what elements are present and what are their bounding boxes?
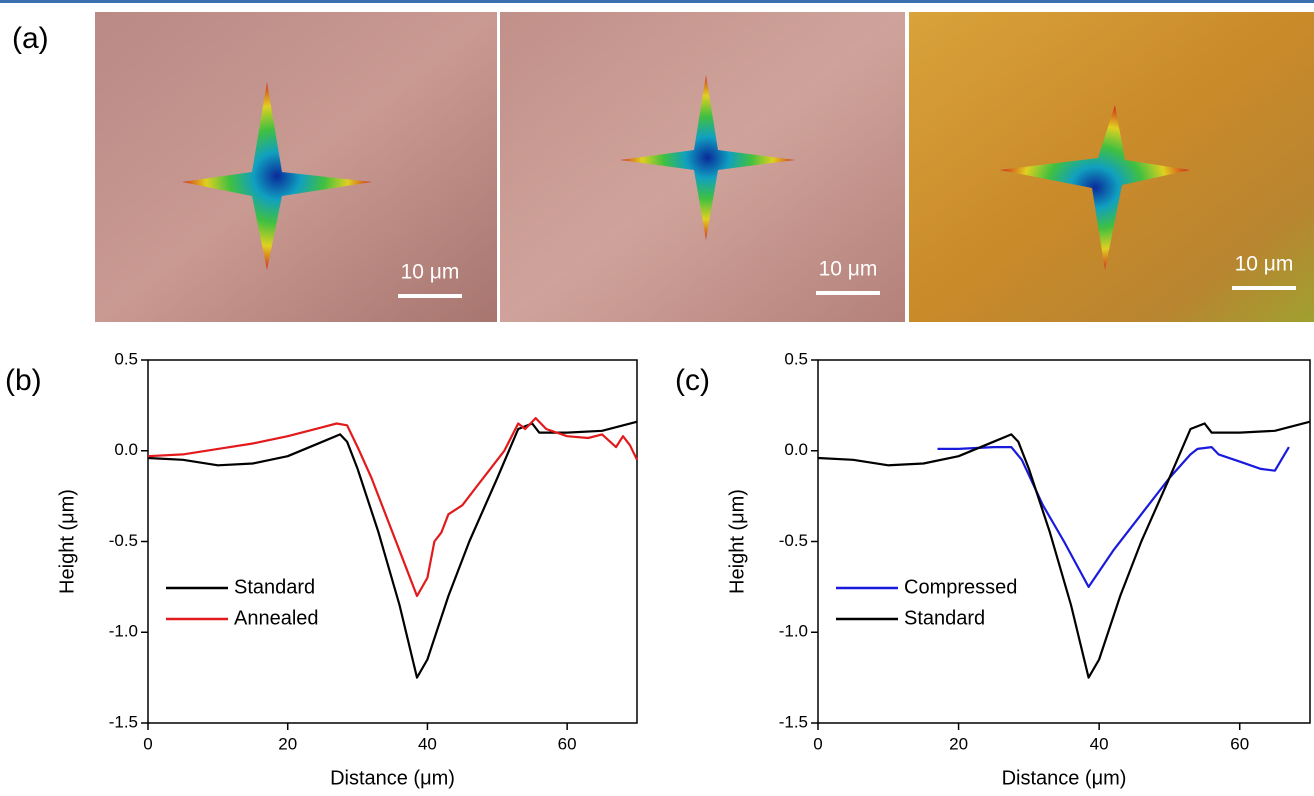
y-tick-label: -1.0 bbox=[109, 622, 138, 641]
data-line bbox=[148, 422, 637, 678]
x-tick-label: 0 bbox=[813, 734, 822, 753]
scale-bar-label: 10 μm bbox=[401, 261, 460, 284]
x-axis-label: Distance (μm) bbox=[330, 767, 455, 789]
x-tick-label: 20 bbox=[949, 734, 968, 753]
scale-bar-label: 10 μm bbox=[1235, 253, 1294, 276]
y-tick-label: -1.5 bbox=[109, 712, 138, 731]
legend-label: Standard bbox=[234, 576, 315, 598]
panel-label: (c) bbox=[675, 364, 710, 397]
legend-label: Compressed bbox=[904, 576, 1017, 598]
x-tick-label: 20 bbox=[278, 734, 297, 753]
data-line bbox=[938, 447, 1289, 587]
x-tick-label: 40 bbox=[418, 734, 437, 753]
plot-frame bbox=[148, 360, 637, 723]
y-tick-label: -1.0 bbox=[779, 622, 808, 641]
figure: (a) 10 μm 10 μm 10 μm (b) 0.5 0.0 -0.5 -1.0 -… bbox=[0, 0, 1314, 796]
panel-label: (a) bbox=[12, 22, 49, 55]
top-rule bbox=[0, 0, 1314, 3]
x-tick-label: 60 bbox=[1230, 734, 1249, 753]
x-tick-label: 40 bbox=[1090, 734, 1109, 753]
data-line bbox=[148, 418, 637, 596]
y-tick-label: 0.0 bbox=[114, 440, 138, 459]
scale-bar-label: 10 μm bbox=[819, 258, 878, 281]
x-tick-label: 60 bbox=[558, 734, 577, 753]
y-axis-label: Height (μm) bbox=[56, 489, 78, 594]
legend-label: Annealed bbox=[234, 607, 319, 629]
x-axis-label: Distance (μm) bbox=[1002, 767, 1127, 789]
y-tick-label: 0.5 bbox=[114, 349, 138, 368]
y-tick-label: 0.5 bbox=[784, 349, 808, 368]
panel-label: (b) bbox=[5, 364, 42, 397]
y-tick-label: -1.5 bbox=[779, 712, 808, 731]
y-tick-label: 0.0 bbox=[784, 440, 808, 459]
legend-label: Standard bbox=[904, 607, 985, 629]
x-tick-label: 0 bbox=[143, 734, 152, 753]
page: (a) 10 μm 10 μm 10 μm (b) 0.5 0.0 -0.5 -1.0 -… bbox=[0, 0, 1314, 796]
y-tick-label: -0.5 bbox=[109, 531, 138, 550]
y-axis-label: Height (μm) bbox=[726, 489, 748, 594]
y-tick-label: -0.5 bbox=[779, 531, 808, 550]
